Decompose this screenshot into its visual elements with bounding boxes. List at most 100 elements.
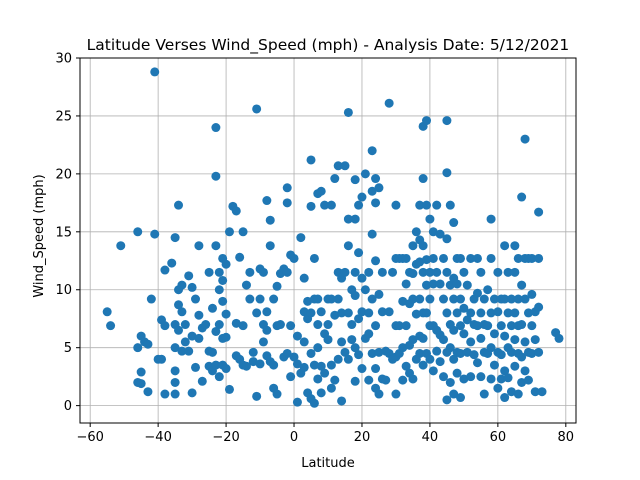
data-point — [374, 183, 384, 193]
data-point — [449, 389, 459, 399]
data-point — [296, 233, 306, 243]
data-point — [326, 200, 336, 210]
data-point — [272, 389, 282, 399]
data-point — [340, 161, 350, 171]
data-point — [489, 294, 499, 304]
data-point — [170, 366, 180, 376]
data-point — [422, 116, 432, 126]
data-point — [252, 104, 262, 114]
y-axis-label: Wind_Speed (mph) — [32, 174, 47, 297]
chart-title: Latitude Verses Wind_Speed (mph) - Analy… — [87, 36, 570, 55]
data-point — [439, 253, 449, 263]
data-point — [282, 267, 292, 277]
data-point — [289, 253, 299, 263]
data-point — [330, 174, 340, 184]
data-point — [187, 282, 197, 292]
data-point — [432, 346, 442, 356]
data-point — [170, 233, 180, 243]
data-point — [401, 321, 411, 331]
data-point — [513, 294, 523, 304]
data-point — [282, 183, 292, 193]
data-point — [425, 267, 435, 277]
data-point — [248, 357, 258, 367]
data-point — [534, 207, 544, 217]
data-point — [357, 192, 367, 202]
data-point — [418, 241, 428, 251]
data-point — [425, 294, 435, 304]
data-point — [439, 372, 449, 382]
data-point — [476, 333, 486, 343]
data-point — [445, 200, 455, 210]
data-point — [180, 320, 190, 330]
data-point — [371, 321, 381, 331]
x-tick-label: −40 — [144, 430, 171, 445]
data-point — [269, 360, 279, 370]
data-point — [459, 303, 469, 313]
data-point — [136, 379, 146, 389]
data-point — [391, 200, 401, 210]
data-point — [360, 169, 370, 179]
data-point — [408, 241, 418, 251]
data-point — [221, 364, 231, 374]
data-point — [449, 325, 459, 335]
data-point — [510, 308, 520, 318]
data-point — [367, 229, 377, 239]
data-point — [306, 348, 316, 358]
data-point — [442, 395, 452, 405]
data-point — [422, 308, 432, 318]
data-point — [167, 258, 177, 268]
data-point — [150, 229, 160, 239]
data-point — [106, 321, 116, 331]
data-point — [143, 339, 153, 349]
data-point — [466, 372, 476, 382]
data-point — [194, 333, 204, 343]
data-point — [483, 285, 493, 295]
data-point — [523, 308, 533, 318]
data-point — [371, 256, 381, 266]
data-point — [503, 267, 513, 277]
data-point — [503, 373, 513, 383]
data-point — [493, 307, 503, 317]
data-point — [194, 310, 204, 320]
data-point — [350, 214, 360, 224]
data-point — [177, 307, 187, 317]
data-point — [214, 267, 224, 277]
data-point — [517, 320, 527, 330]
data-point — [303, 296, 313, 306]
data-point — [157, 354, 167, 364]
data-point — [517, 192, 527, 202]
data-point — [258, 337, 268, 347]
plot-frame — [79, 57, 577, 424]
data-point — [472, 358, 482, 368]
data-point — [211, 241, 221, 251]
data-point — [350, 376, 360, 386]
data-point — [411, 227, 421, 237]
data-point — [449, 294, 459, 304]
data-point — [350, 267, 360, 277]
data-point — [252, 308, 262, 318]
data-point — [462, 347, 472, 357]
data-point — [160, 389, 170, 399]
data-point — [286, 372, 296, 382]
data-point — [513, 389, 523, 399]
data-point — [204, 267, 214, 277]
data-point — [401, 253, 411, 263]
data-point — [177, 280, 187, 290]
data-point — [367, 348, 377, 358]
data-point — [517, 352, 527, 362]
data-point — [343, 308, 353, 318]
data-point — [455, 294, 465, 304]
data-point — [432, 267, 442, 277]
data-point — [439, 294, 449, 304]
data-point — [510, 335, 520, 345]
data-point — [191, 362, 201, 372]
data-point — [435, 357, 445, 367]
data-point — [479, 294, 489, 304]
data-point — [411, 309, 421, 319]
data-point — [309, 398, 319, 408]
data-point — [506, 387, 516, 397]
x-tick-label: 20 — [354, 430, 371, 445]
data-point — [506, 321, 516, 331]
data-point — [422, 280, 432, 290]
data-point — [374, 347, 384, 357]
